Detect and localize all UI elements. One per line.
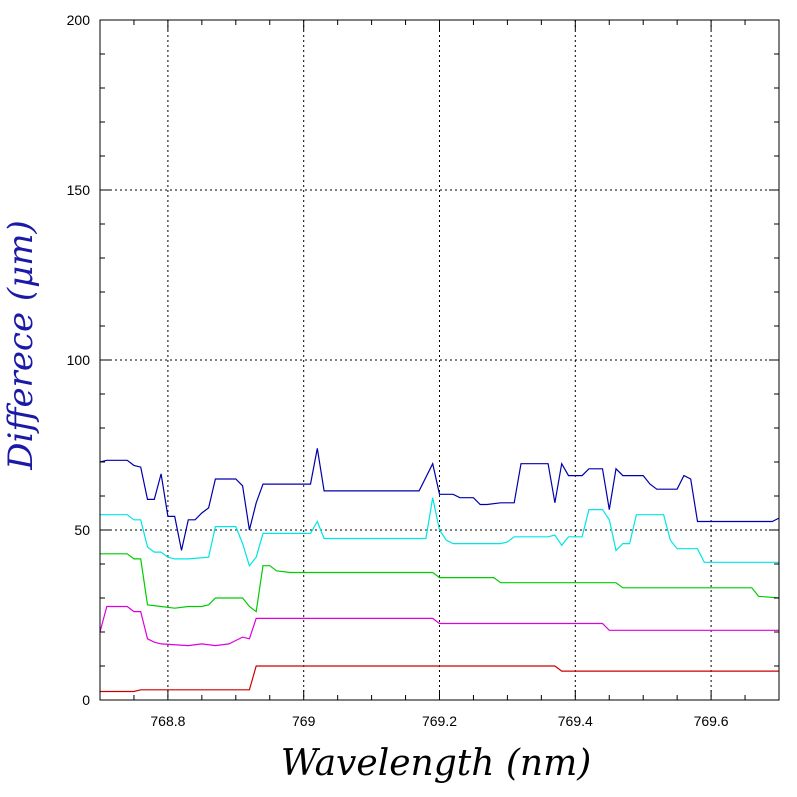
series-line-5 <box>100 665 779 693</box>
series-line-4 <box>99 605 779 647</box>
axis-ticks <box>99 19 780 701</box>
y-tick-label: 100 <box>67 352 91 368</box>
tick-labels: 768.8 769 769.2 769.4 769.6 0 50 100 150 200 <box>67 12 729 729</box>
grid-lines <box>100 20 779 700</box>
series-group <box>99 448 780 693</box>
y-tick-label: 0 <box>82 692 90 708</box>
series-line-2 <box>100 497 779 567</box>
y-tick-label: 50 <box>74 522 90 538</box>
x-tick-label: 769.2 <box>422 713 457 729</box>
series-line-1 <box>99 448 780 551</box>
x-tick-label: 769.6 <box>694 713 729 729</box>
x-tick-label: 769.4 <box>558 713 593 729</box>
y-tick-label: 200 <box>67 12 91 28</box>
y-tick-label: 150 <box>67 182 91 198</box>
x-tick-label: 769 <box>292 713 316 729</box>
x-tick-label: 768.8 <box>150 713 185 729</box>
y-axis-title: Differece (μm) <box>1 220 41 471</box>
series-line-3 <box>100 553 780 613</box>
x-axis-title: Wavelength (nm) <box>281 743 592 784</box>
